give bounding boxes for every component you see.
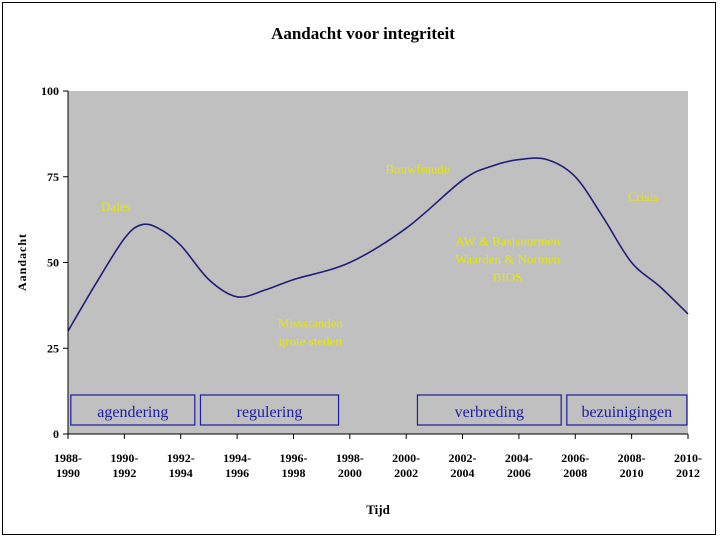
x-tick-label: 1988- [54, 451, 82, 465]
x-tick-label: 1992 [112, 466, 136, 480]
phase-label: agendering [97, 404, 168, 421]
chart-title: Aandacht voor integriteit [271, 24, 455, 43]
y-tick-label: 50 [47, 256, 59, 270]
y-tick-label: 25 [47, 341, 59, 355]
x-tick-label: 2008- [618, 451, 646, 465]
x-tick-label: 1994- [223, 451, 251, 465]
annotation-label: AW & Basisnormen [455, 233, 560, 248]
x-tick-label: 2002- [449, 451, 477, 465]
x-axis-label: Tijd [366, 502, 390, 517]
phase-boxes: agendering regulering verbreding bezuinigin… [70, 394, 688, 426]
annotation-label: grote steden [279, 334, 343, 349]
phase-label: regulering [237, 404, 303, 421]
y-tick-label: 100 [41, 84, 59, 98]
series-line [67, 157, 689, 332]
phase-box [70, 394, 196, 426]
plot-area [68, 91, 688, 434]
annotation-label: Dales [101, 199, 131, 214]
x-tick-label: 1990- [110, 451, 138, 465]
x-tick-label: 2002 [394, 466, 418, 480]
x-axis-ticks: 1988-1990 1990-1992 1992-1994 1994-1996 1996… [54, 434, 702, 480]
y-tick-label: 0 [53, 427, 59, 441]
annotations: Dales Missstanden grote steden Bouwfraude AW… [101, 161, 658, 348]
annotation-label: Bouwfraude [385, 161, 449, 176]
annotation-label: BIOS [493, 269, 523, 284]
phase-box [416, 394, 562, 426]
x-tick-label: 2010- [674, 451, 702, 465]
y-tick-label: 75 [47, 170, 59, 184]
annotation-label: Missstanden [278, 316, 344, 331]
annotation-label: Waarden & Normen [455, 251, 561, 266]
phase-label: bezuinigingen [582, 404, 673, 421]
x-tick-label: 1998 [281, 466, 305, 480]
x-tick-label: 2006- [561, 451, 589, 465]
phase-box [566, 394, 688, 426]
y-axis-label: Aandacht [15, 233, 29, 291]
x-tick-label: 2012 [676, 466, 700, 480]
x-tick-label: 1992- [167, 451, 195, 465]
x-tick-label: 2008 [563, 466, 587, 480]
x-tick-label: 2004- [505, 451, 533, 465]
x-tick-label: 2000 [338, 466, 362, 480]
x-tick-label: 2004 [451, 466, 475, 480]
x-tick-label: 1996- [279, 451, 307, 465]
y-axis-ticks: 0 25 50 75 100 [41, 84, 68, 441]
x-tick-label: 1994 [169, 466, 193, 480]
x-tick-label: 2000- [392, 451, 420, 465]
x-tick-label: 1996 [225, 466, 249, 480]
phase-label: verbreding [455, 404, 524, 421]
annotation-label: Crisis [628, 189, 658, 204]
x-tick-label: 1990 [56, 466, 80, 480]
x-tick-label: 2006 [507, 466, 531, 480]
x-tick-label: 2010 [620, 466, 644, 480]
phase-box [199, 394, 340, 426]
x-tick-label: 1998- [336, 451, 364, 465]
